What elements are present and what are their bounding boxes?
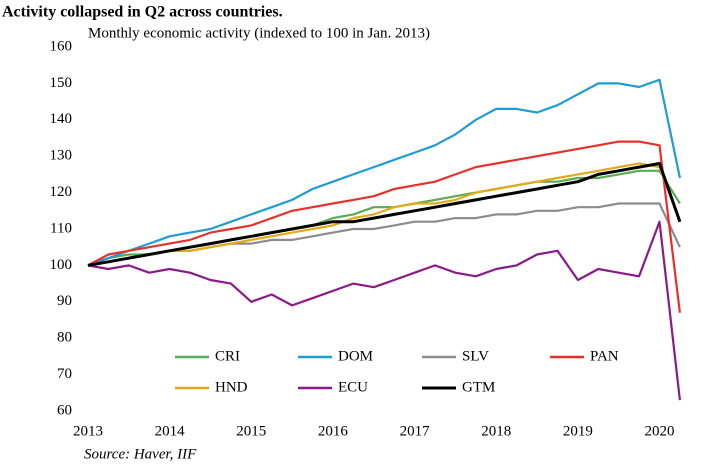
y-tick-label: 90 — [57, 293, 72, 309]
y-tick-label: 80 — [57, 330, 72, 346]
series-line — [87, 140, 681, 313]
y-tick-label: 100 — [50, 257, 73, 273]
legend-label: DOM — [338, 348, 373, 364]
y-tick-label: 120 — [50, 184, 73, 200]
series-line — [87, 162, 681, 267]
series-line — [87, 162, 682, 267]
x-tick-label: 2014 — [155, 423, 186, 439]
y-tick-label: 110 — [50, 220, 72, 236]
x-tick-label: 2020 — [645, 423, 675, 439]
chart-subtitle: Monthly economic activity (indexed to 10… — [88, 25, 430, 41]
legend-label: GTM — [462, 379, 495, 395]
x-tick-label: 2017 — [400, 423, 431, 439]
x-tick-label: 2018 — [481, 423, 511, 439]
series-line — [87, 220, 681, 401]
legend-label: HND — [215, 379, 248, 395]
x-tick-label: 2016 — [318, 423, 349, 439]
x-tick-label: 2013 — [73, 423, 103, 439]
x-tick-label: 2015 — [236, 423, 266, 439]
series-line — [87, 78, 681, 267]
y-tick-label: 130 — [50, 148, 73, 164]
y-tick-label: 140 — [50, 111, 73, 127]
y-tick-label: 150 — [50, 75, 73, 91]
y-tick-label: 70 — [57, 366, 72, 382]
legend-label: CRI — [215, 348, 240, 364]
legend-label: ECU — [338, 379, 368, 395]
y-tick-label: 60 — [57, 402, 72, 418]
legend-label: PAN — [590, 348, 619, 364]
x-tick-label: 2019 — [563, 423, 593, 439]
chart-title: Activity collapsed in Q2 across countrie… — [2, 4, 283, 21]
source-note: Source: Haver, IIF — [84, 446, 197, 462]
legend-label: SLV — [462, 348, 489, 364]
y-tick-label: 160 — [50, 38, 73, 54]
